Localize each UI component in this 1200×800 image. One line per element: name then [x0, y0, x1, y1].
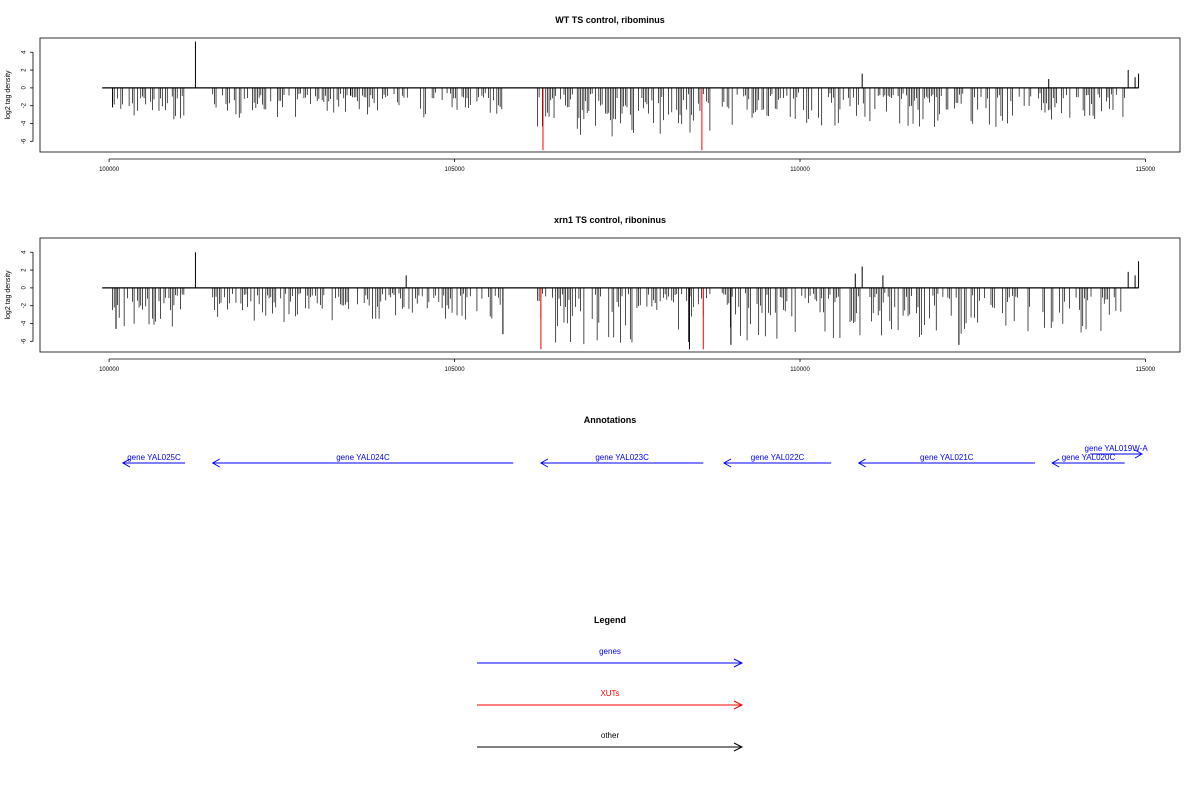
gene-label: gene YAL024C	[336, 453, 390, 462]
xrn1-x-tick-label: 110000	[790, 367, 810, 373]
legend-label: other	[601, 731, 620, 740]
legend-item-genes: genes	[477, 647, 744, 668]
gene-label: gene YAL021C	[920, 453, 974, 462]
legend-label: XUTs	[600, 689, 619, 698]
xrn1-y-tick-label: -2	[22, 302, 28, 308]
gene-arrow: gene YAL020C	[1051, 453, 1125, 468]
gene-label: gene YAL025C	[127, 453, 181, 462]
annotations-panel: Annotations gene YAL025C gene YAL024C gene…	[121, 415, 1149, 468]
xrn1-y-tick-label: 0	[22, 286, 28, 290]
gene-arrows: gene YAL025C gene YAL024C gene YAL023C gene…	[121, 444, 1149, 468]
wt-x-tick-label: 115000	[1136, 167, 1156, 173]
annotations-title: Annotations	[584, 415, 637, 425]
wt-y-tick-label: -4	[22, 120, 28, 126]
wt-y-axis-label: log2 tag density	[5, 70, 12, 120]
xrn1-bars	[112, 252, 1140, 350]
wt-bars	[112, 41, 1140, 151]
legend-label: genes	[599, 647, 621, 656]
wt-y-tick-label: 0	[22, 86, 28, 90]
legend-item-xuts: XUTs	[477, 689, 744, 710]
wt-x-tick-label: 105000	[445, 167, 466, 173]
gene-label: gene YAL020C	[1062, 453, 1116, 462]
xrn1-x-tick-label: 100000	[99, 367, 120, 373]
wt-y-tick-label: 2	[22, 68, 28, 72]
wt-y-tick-label: -2	[22, 102, 28, 108]
gene-label: gene YAL019W-A	[1085, 444, 1149, 453]
legend-title: Legend	[594, 615, 626, 625]
xrn1-y-tick-label: 4	[22, 250, 28, 254]
wt-x-tick-label: 110000	[790, 167, 810, 173]
xrn1-x-tick-label: 105000	[445, 367, 466, 373]
xrn1-y-axis-label: log2 tag density	[5, 270, 12, 320]
gene-arrow: gene YAL025C	[121, 453, 186, 468]
gene-arrow: gene YAL023C	[539, 453, 704, 468]
gene-arrow: gene YAL021C	[857, 453, 1035, 468]
gene-arrow: gene YAL024C	[211, 453, 514, 468]
xrn1-y-ticks: -6 -4 -2 0 2 4	[22, 250, 34, 344]
wt-y-tick-label: 4	[22, 50, 28, 54]
wt-y-ticks: -6 -4 -2 0 2 4	[22, 50, 34, 144]
legend-items: genes XUTs other	[477, 647, 744, 752]
gene-arrow: gene YAL019W-A	[1085, 444, 1149, 459]
legend-item-other: other	[477, 731, 744, 752]
wt-plot-frame	[39, 37, 1181, 153]
gene-arrow: gene YAL022C	[722, 453, 832, 468]
wt-x-ticks: 100000 105000 110000 115000	[99, 158, 1156, 173]
xrn1-y-tick-label: 2	[22, 268, 28, 272]
xrn1-y-tick-label: -4	[22, 320, 28, 326]
wt-track-panel: WT TS control, ribominus log2 tag densit…	[5, 15, 1181, 173]
gene-label: gene YAL023C	[595, 453, 649, 462]
legend: Legend genes XUTs other	[477, 615, 744, 752]
xrn1-x-tick-label: 115000	[1136, 367, 1156, 373]
wt-y-tick-label: -6	[22, 138, 28, 144]
xrn1-y-tick-label: -6	[22, 338, 28, 344]
xrn1-x-ticks: 100000 105000 110000 115000	[99, 358, 1156, 373]
wt-track-title: WT TS control, ribominus	[555, 15, 665, 25]
gene-label: gene YAL022C	[751, 453, 805, 462]
wt-x-tick-label: 100000	[99, 167, 120, 173]
xrn1-plot-frame	[39, 237, 1181, 353]
xrn1-track-panel: xrn1 TS control, riboninus log2 tag dens…	[5, 215, 1181, 373]
xrn1-track-title: xrn1 TS control, riboninus	[554, 215, 666, 225]
